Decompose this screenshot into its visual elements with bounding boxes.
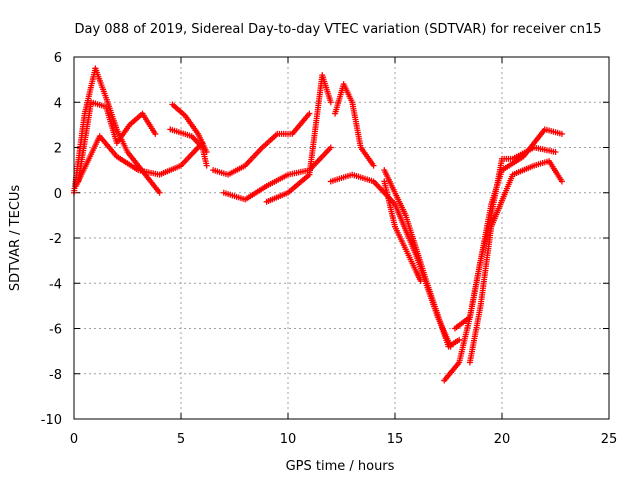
y-tick-label: 6 [54, 51, 62, 66]
data-point [456, 336, 463, 343]
grid-lines [74, 57, 609, 419]
series-track-14 [451, 144, 559, 332]
data-point [417, 277, 424, 284]
x-tick-label: 0 [70, 432, 78, 447]
series-track-7 [220, 144, 334, 203]
series-track-5 [167, 126, 210, 169]
x-tick-label: 10 [280, 432, 297, 447]
data-point [203, 162, 210, 169]
x-tick-labels: 0 5 10 15 20 25 [70, 432, 617, 447]
series-track-8 [263, 72, 334, 205]
series-track-11 [381, 167, 463, 350]
plot-frame [73, 56, 610, 420]
data-point [156, 189, 163, 196]
y-tick-label: 0 [54, 187, 62, 202]
chart-title: Day 088 of 2019, Sidereal Day-to-day VTE… [74, 22, 601, 37]
y-tick-label: -10 [41, 413, 62, 428]
y-tick-label: -8 [49, 368, 62, 383]
y-tick-label: -6 [49, 323, 62, 338]
x-tick-label: 15 [387, 432, 404, 447]
data-point [327, 99, 334, 106]
series-track-15 [466, 158, 565, 366]
data-point [552, 149, 559, 156]
series-track-2 [75, 99, 159, 185]
x-axis-label: GPS time / hours [286, 459, 395, 474]
data-point [558, 130, 565, 137]
data-point [152, 130, 159, 137]
y-axis-label: SDTVAR / TECUs [8, 185, 23, 292]
x-tick-label: 20 [494, 432, 511, 447]
series-track-6 [210, 110, 313, 178]
series-track-12 [381, 178, 424, 284]
y-tick-label: 2 [54, 142, 62, 157]
data-series [71, 65, 565, 384]
data-point [306, 110, 313, 117]
series-track-9 [332, 81, 377, 169]
y-tick-label: 4 [54, 96, 62, 111]
data-point [558, 178, 565, 185]
x-tick-label: 25 [601, 432, 618, 447]
data-point [327, 144, 334, 151]
x-tick-label: 5 [177, 432, 185, 447]
y-tick-labels: -10 -8 -6 -4 -2 0 2 4 6 [41, 51, 62, 428]
series-track-3 [73, 133, 206, 189]
y-tick-label: -2 [49, 232, 62, 247]
data-point [370, 162, 377, 169]
y-tick-label: -4 [49, 277, 62, 292]
